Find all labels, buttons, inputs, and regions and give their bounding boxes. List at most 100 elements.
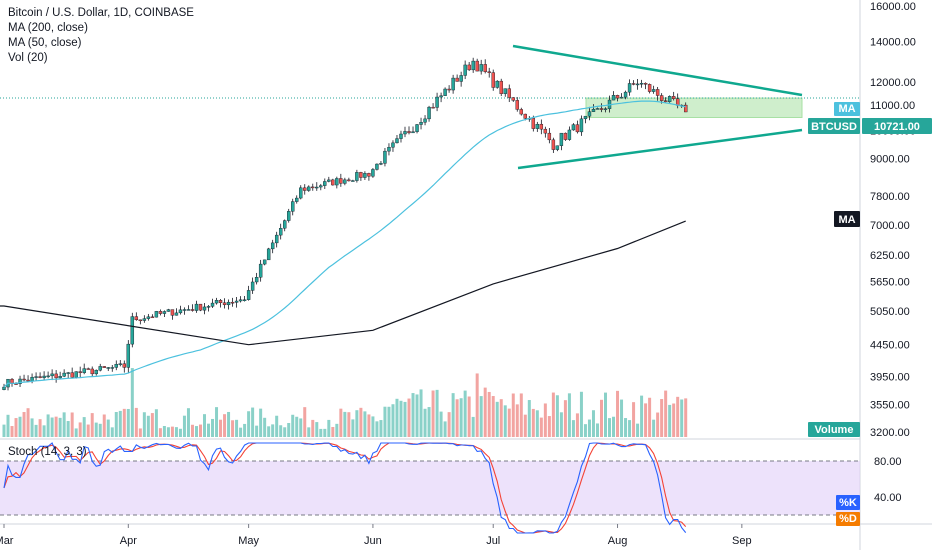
volume-bar <box>559 412 563 437</box>
volume-bar <box>146 415 150 437</box>
volume-bar <box>235 419 239 437</box>
candle <box>303 187 307 191</box>
volume-bar <box>14 418 18 437</box>
candle <box>295 197 299 202</box>
candle <box>419 122 423 125</box>
volume-bar <box>483 387 487 437</box>
support-trendline <box>517 128 803 170</box>
candle <box>278 228 283 236</box>
candle <box>387 147 391 152</box>
volume-bar <box>263 417 267 437</box>
stoch-d-badge-bg <box>836 512 860 526</box>
time-tick-label: Jun <box>364 535 382 547</box>
candle <box>531 118 536 129</box>
volume-bar <box>431 390 435 437</box>
volume-bar <box>291 414 295 437</box>
candle <box>463 64 467 76</box>
price-tick-label: 6250.00 <box>870 250 910 262</box>
volume-bar <box>307 427 311 437</box>
volume-bar <box>211 418 215 437</box>
candle <box>659 95 664 101</box>
candle <box>519 109 523 115</box>
candle <box>74 371 78 378</box>
volume-bar <box>267 426 271 437</box>
volume-bar <box>42 425 46 437</box>
candle <box>367 173 371 177</box>
candle <box>274 234 279 244</box>
time-tick-label: Mar <box>0 535 14 547</box>
time-tick-label: Aug <box>608 535 628 547</box>
candle <box>439 95 443 98</box>
volume-bar <box>118 410 122 437</box>
candle <box>283 220 287 229</box>
candle <box>178 309 183 314</box>
volume-bar <box>54 416 58 437</box>
volume-bar <box>684 398 688 437</box>
volume-bar <box>608 418 612 437</box>
candle <box>66 372 70 374</box>
volume-bar <box>471 416 475 437</box>
candle <box>210 302 215 307</box>
volume-bar <box>551 392 555 437</box>
volume-bar <box>499 399 503 437</box>
candle <box>331 179 335 186</box>
volume-bar <box>571 420 575 437</box>
volume-bar <box>219 419 223 437</box>
volume-bar <box>62 412 66 437</box>
candle <box>391 142 395 148</box>
candle <box>34 376 38 378</box>
price-tick-label: 7000.00 <box>870 220 910 232</box>
volume-bar <box>399 400 403 437</box>
volume-badge-bg <box>808 422 860 437</box>
volume-bar <box>455 399 459 437</box>
volume-bar <box>2 424 6 437</box>
candle <box>684 104 688 113</box>
volume-bar <box>90 413 94 437</box>
candle <box>262 259 267 265</box>
candle <box>150 316 155 319</box>
stoch-d-badge-text: %D <box>839 513 857 525</box>
volume-bar <box>126 408 130 437</box>
volume-bar <box>612 416 616 437</box>
volume-bar <box>178 428 182 437</box>
volume-bar <box>239 427 243 437</box>
candle <box>238 299 243 302</box>
candle <box>651 89 656 92</box>
candle <box>579 118 584 133</box>
volume-badge-text: Volume <box>815 424 854 436</box>
candle <box>411 131 415 134</box>
candle <box>475 60 479 72</box>
volume-bar <box>339 408 343 437</box>
volume-bar <box>295 416 299 437</box>
volume-bar <box>624 418 628 437</box>
candle <box>427 106 431 120</box>
price-tick-label: 14000.00 <box>870 36 916 48</box>
time-tick-label: May <box>238 535 259 547</box>
volume-bar <box>371 416 375 437</box>
candle <box>455 77 459 82</box>
price-tick-label: 11000.00 <box>870 100 915 112</box>
candle <box>595 108 600 110</box>
volume-bar <box>319 428 323 437</box>
volume-bar <box>656 412 660 437</box>
candle <box>671 96 676 99</box>
candle <box>355 172 359 181</box>
candle <box>130 316 135 345</box>
volume-bar <box>447 412 451 437</box>
candle <box>50 373 54 377</box>
volume-bar <box>515 404 519 437</box>
symbol-badge-text: BTCUSD <box>811 121 857 133</box>
candle <box>254 277 259 283</box>
volume-bar <box>575 413 579 437</box>
candle <box>599 108 604 110</box>
candle <box>635 83 640 86</box>
volume-bar <box>527 400 531 437</box>
volume-bar <box>495 401 499 437</box>
volume-bar <box>347 412 351 437</box>
volume-bar <box>423 408 427 437</box>
candle <box>154 311 159 318</box>
candle <box>138 319 143 322</box>
price-tick-label: 3950.00 <box>870 371 910 383</box>
stoch-k-badge-text: %K <box>839 497 857 509</box>
